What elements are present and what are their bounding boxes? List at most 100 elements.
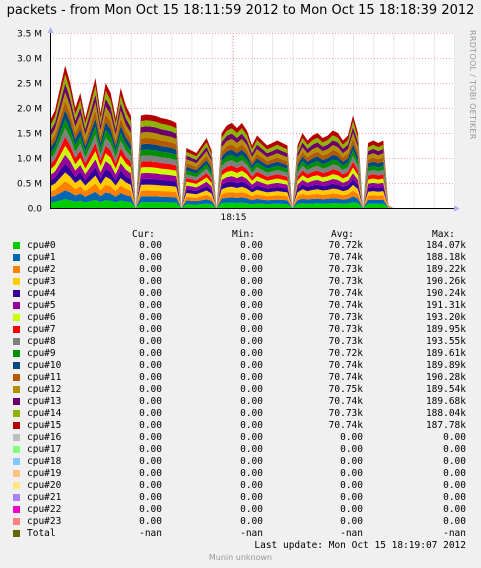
legend-max: 0.00 bbox=[443, 468, 466, 479]
legend-name: Total bbox=[27, 528, 56, 539]
legend-name: cpu#18 bbox=[27, 456, 62, 467]
legend-name: cpu#19 bbox=[27, 468, 62, 479]
legend-max: 0.00 bbox=[443, 480, 466, 491]
legend-min: 0.00 bbox=[240, 468, 263, 479]
legend-name: cpu#11 bbox=[27, 372, 62, 383]
y-tick-label: 1.0 M bbox=[17, 155, 42, 165]
legend-swatch bbox=[13, 326, 20, 333]
y-tick-label: 2.5 M bbox=[17, 80, 42, 90]
legend-cur: 0.00 bbox=[139, 408, 162, 419]
legend-name: cpu#1 bbox=[27, 252, 56, 263]
legend-max: -nan bbox=[443, 528, 466, 539]
legend-avg: 70.74k bbox=[328, 252, 363, 263]
legend-cur: 0.00 bbox=[139, 360, 162, 371]
legend-swatch bbox=[13, 266, 20, 273]
legend-swatch bbox=[13, 398, 20, 405]
legend-row: cpu#2 0.00 0.00 70.73k 189.22k bbox=[0, 264, 481, 276]
legend-header: Cur: Min: Avg: Max: bbox=[0, 229, 481, 241]
footer-munin: Munin unknown bbox=[208, 553, 273, 562]
legend-name: cpu#7 bbox=[27, 324, 56, 335]
legend-avg: 70.74k bbox=[328, 372, 363, 383]
legend-row: Total -nan -nan -nan -nan bbox=[0, 528, 481, 540]
legend-min: 0.00 bbox=[240, 336, 263, 347]
legend-avg: 0.00 bbox=[340, 516, 363, 527]
legend-row: cpu#1 0.00 0.00 70.74k 188.18k bbox=[0, 252, 481, 264]
legend-row: cpu#5 0.00 0.00 70.74k 191.31k bbox=[0, 300, 481, 312]
legend-cur: -nan bbox=[139, 528, 162, 539]
legend-max: 190.28k bbox=[425, 372, 466, 383]
legend-cur: 0.00 bbox=[139, 348, 162, 359]
y-tick-label: 0.5 M bbox=[17, 180, 42, 190]
legend-row: cpu#21 0.00 0.00 0.00 0.00 bbox=[0, 492, 481, 504]
legend-avg: 70.73k bbox=[328, 312, 363, 323]
x-tick-label: 18:15 bbox=[221, 213, 247, 223]
legend-swatch bbox=[13, 422, 20, 429]
legend-min: 0.00 bbox=[240, 312, 263, 323]
legend-cur: 0.00 bbox=[139, 372, 162, 383]
legend-row: cpu#17 0.00 0.00 0.00 0.00 bbox=[0, 444, 481, 456]
legend-min: 0.00 bbox=[240, 480, 263, 491]
legend-name: cpu#3 bbox=[27, 276, 56, 287]
legend-avg: 0.00 bbox=[340, 456, 363, 467]
legend-avg: 0.00 bbox=[340, 480, 363, 491]
legend-min: 0.00 bbox=[240, 324, 263, 335]
y-tick-label: 3.0 M bbox=[17, 55, 42, 65]
legend-max: 0.00 bbox=[443, 432, 466, 443]
legend-min: 0.00 bbox=[240, 276, 263, 287]
y-axis-arrow bbox=[47, 27, 54, 33]
legend-cur: 0.00 bbox=[139, 492, 162, 503]
legend-row: cpu#7 0.00 0.00 70.73k 189.95k bbox=[0, 324, 481, 336]
legend-name: cpu#2 bbox=[27, 264, 56, 275]
legend-name: cpu#10 bbox=[27, 360, 62, 371]
legend-row: cpu#19 0.00 0.00 0.00 0.00 bbox=[0, 468, 481, 480]
legend-cur: 0.00 bbox=[139, 456, 162, 467]
legend-min: 0.00 bbox=[240, 360, 263, 371]
legend-name: cpu#12 bbox=[27, 384, 62, 395]
rrdtool-watermark: RRDTOOL / TOBI OETIKER bbox=[468, 30, 477, 140]
legend-max: 189.61k bbox=[425, 348, 466, 359]
legend-header-max: Max: bbox=[432, 229, 455, 240]
legend-name: cpu#8 bbox=[27, 336, 56, 347]
legend-row: cpu#3 0.00 0.00 70.73k 190.26k bbox=[0, 276, 481, 288]
legend-swatch bbox=[13, 458, 20, 465]
legend-min: 0.00 bbox=[240, 408, 263, 419]
legend-min: 0.00 bbox=[240, 516, 263, 527]
legend-cur: 0.00 bbox=[139, 504, 162, 515]
legend-row: cpu#13 0.00 0.00 70.74k 189.68k bbox=[0, 396, 481, 408]
legend-swatch bbox=[13, 434, 20, 441]
legend-row: cpu#18 0.00 0.00 0.00 0.00 bbox=[0, 456, 481, 468]
area-cpu-0 bbox=[50, 199, 454, 208]
legend-name: cpu#17 bbox=[27, 444, 62, 455]
legend-row: cpu#8 0.00 0.00 70.73k 193.55k bbox=[0, 336, 481, 348]
legend-avg: 70.72k bbox=[328, 240, 363, 251]
legend-max: 187.78k bbox=[425, 420, 466, 431]
legend-name: cpu#20 bbox=[27, 480, 62, 491]
legend-avg: 70.73k bbox=[328, 408, 363, 419]
legend-name: cpu#13 bbox=[27, 396, 62, 407]
legend-avg: 0.00 bbox=[340, 468, 363, 479]
legend-swatch bbox=[13, 446, 20, 453]
legend-avg: 70.75k bbox=[328, 384, 363, 395]
legend-swatch bbox=[13, 518, 20, 525]
legend-swatch bbox=[13, 290, 20, 297]
legend-avg: 0.00 bbox=[340, 432, 363, 443]
legend-swatch bbox=[13, 530, 20, 537]
legend-max: 190.26k bbox=[425, 276, 466, 287]
legend-swatch bbox=[13, 494, 20, 501]
legend-header-cur: Cur: bbox=[132, 229, 155, 240]
legend-swatch bbox=[13, 470, 20, 477]
legend-avg: 0.00 bbox=[340, 492, 363, 503]
legend-max: 184.07k bbox=[425, 240, 466, 251]
packets-chart: 0.0 0.5 M 1.0 M 1.5 M 2.0 M 2.5 M 3.0 M 3.5 M 18… bbox=[17, 27, 460, 223]
legend-min: 0.00 bbox=[240, 384, 263, 395]
legend-swatch bbox=[13, 314, 20, 321]
area-cpu-3 bbox=[50, 172, 454, 208]
legend-row: cpu#14 0.00 0.00 70.73k 188.04k bbox=[0, 408, 481, 420]
legend-row: cpu#23 0.00 0.00 0.00 0.00 bbox=[0, 516, 481, 528]
legend-avg: 70.74k bbox=[328, 360, 363, 371]
legend-min: -nan bbox=[240, 528, 263, 539]
legend-name: cpu#9 bbox=[27, 348, 56, 359]
area-cpu-1 bbox=[50, 190, 454, 208]
legend-name: cpu#0 bbox=[27, 240, 56, 251]
legend-swatch bbox=[13, 386, 20, 393]
